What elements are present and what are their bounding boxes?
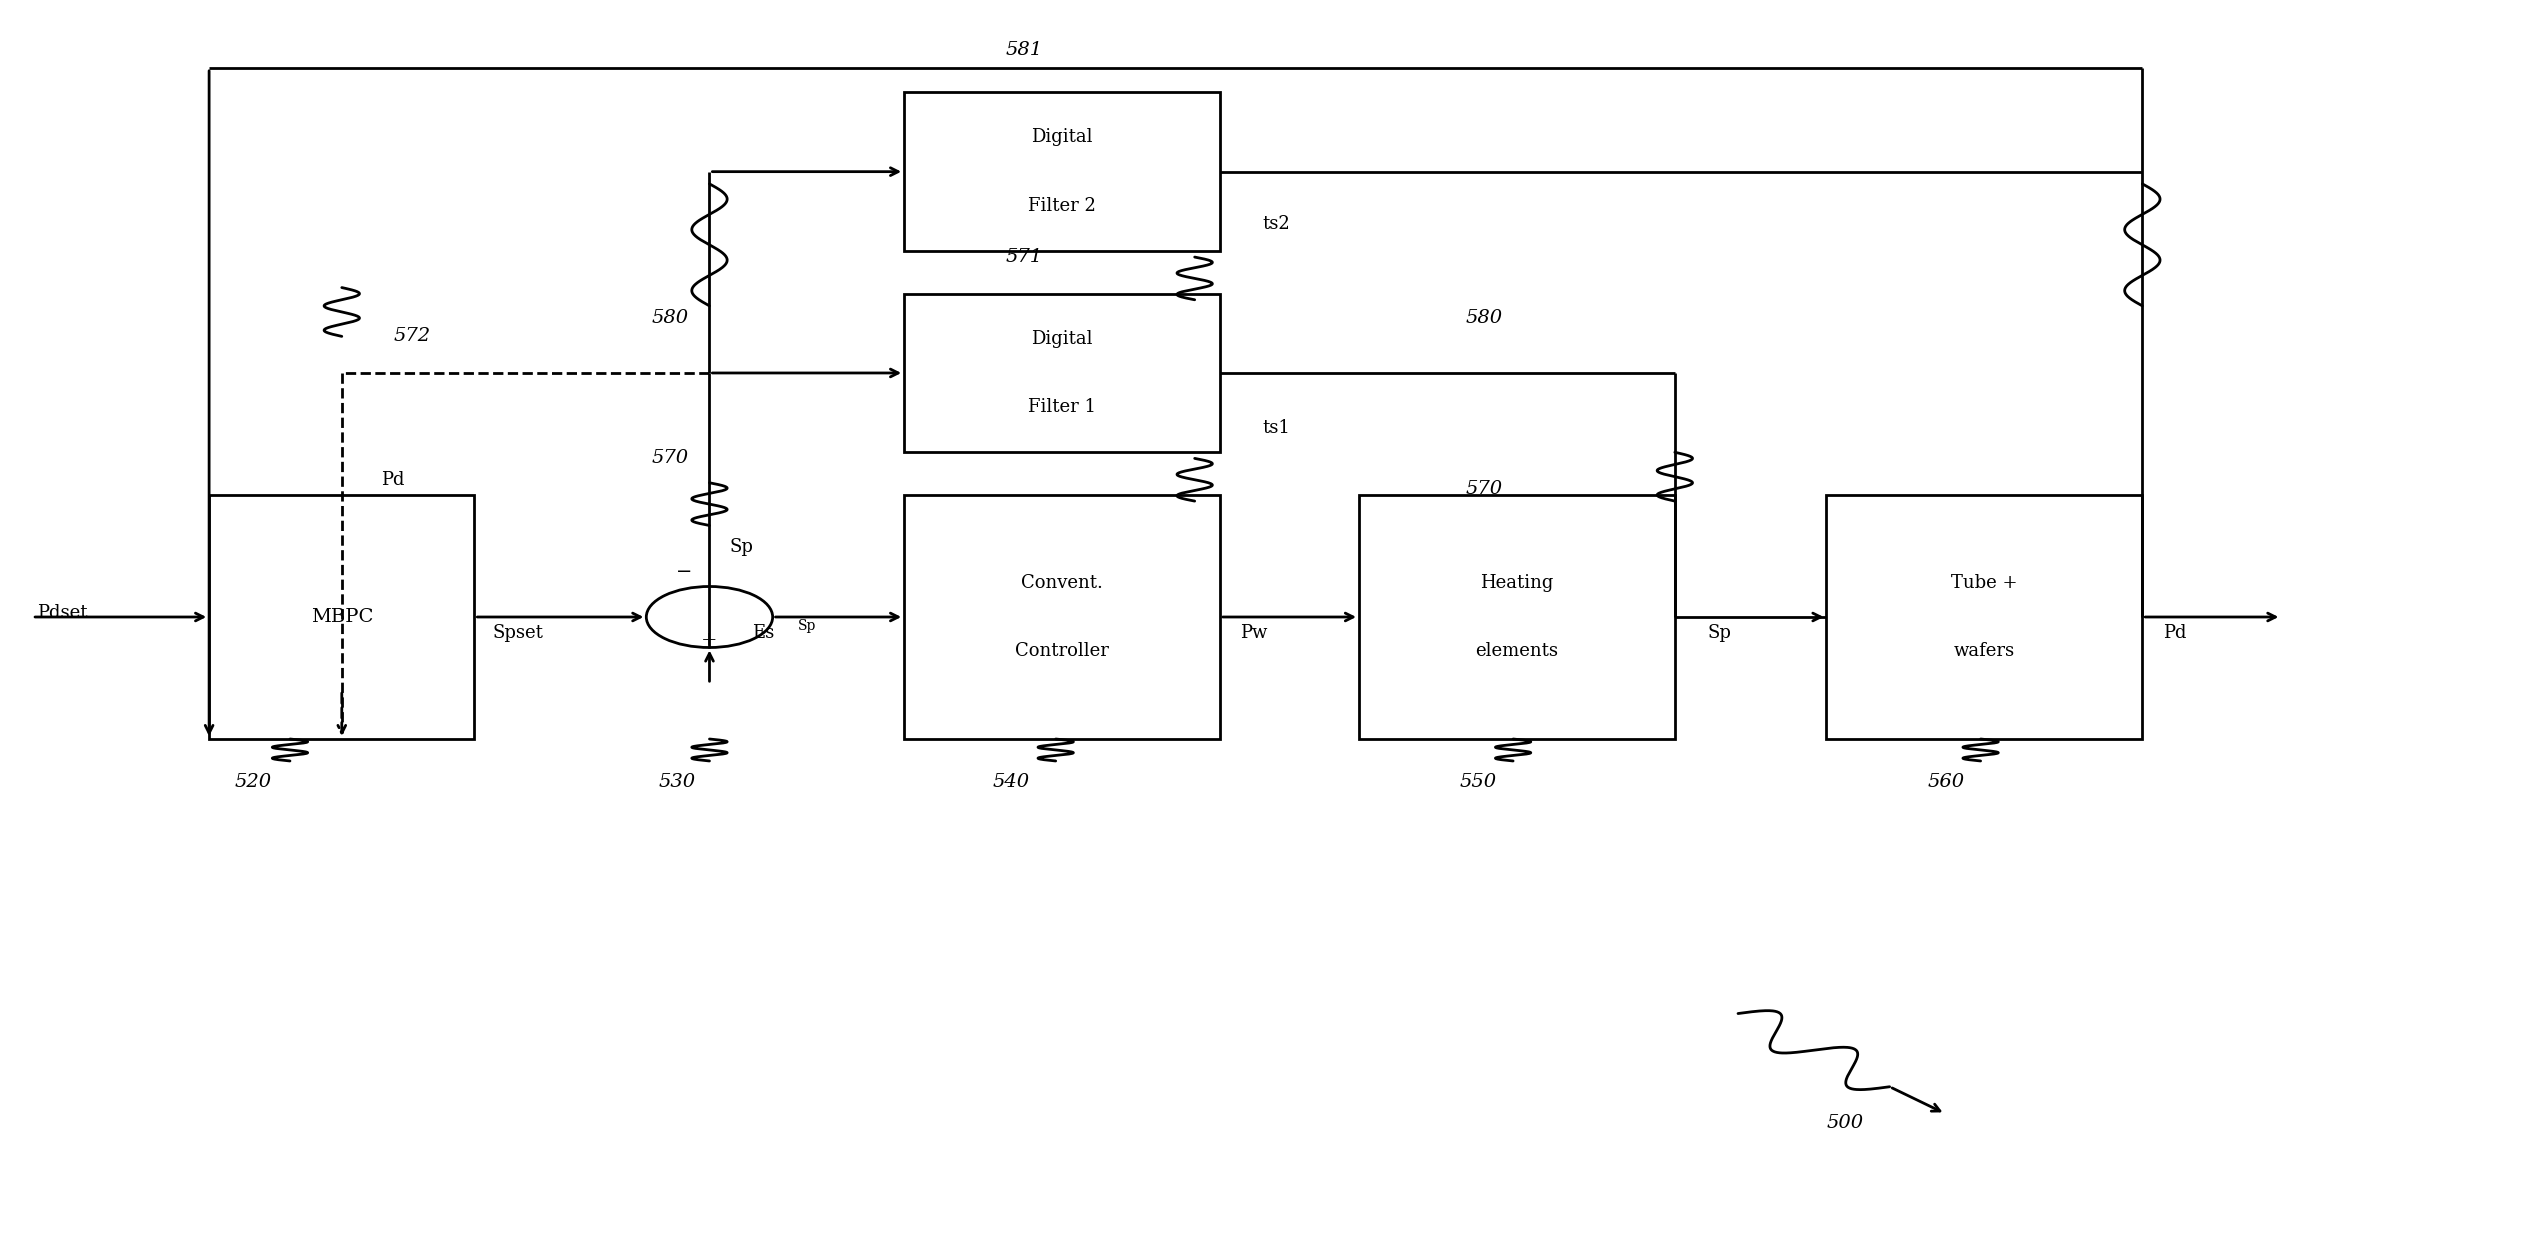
Text: Sp: Sp <box>798 618 816 633</box>
Text: Digital: Digital <box>1032 329 1093 348</box>
Text: 570: 570 <box>1466 480 1502 497</box>
Text: 580: 580 <box>650 308 689 327</box>
Text: 550: 550 <box>1461 772 1497 791</box>
Text: Es: Es <box>752 624 775 642</box>
Text: wafers: wafers <box>1954 642 2015 660</box>
Text: ts1: ts1 <box>1263 418 1291 437</box>
Bar <box>905 93 1220 251</box>
Text: 571: 571 <box>1006 248 1042 267</box>
Text: Pd: Pd <box>2162 624 2185 642</box>
Bar <box>1359 495 1675 739</box>
Text: Convent.: Convent. <box>1021 574 1103 592</box>
Text: Pw: Pw <box>1240 624 1268 642</box>
Text: Digital: Digital <box>1032 128 1093 147</box>
Text: Spset: Spset <box>493 624 544 642</box>
Text: 500: 500 <box>1827 1114 1863 1133</box>
Text: 530: 530 <box>658 772 696 791</box>
Bar <box>905 294 1220 453</box>
Text: 572: 572 <box>394 327 432 346</box>
Text: 570: 570 <box>650 449 689 468</box>
Text: −: − <box>676 563 691 581</box>
Text: 580: 580 <box>1466 308 1502 327</box>
Text: 540: 540 <box>994 772 1029 791</box>
Text: MBPC: MBPC <box>310 608 374 626</box>
Text: Sp: Sp <box>729 538 755 557</box>
Text: Heating: Heating <box>1481 574 1553 592</box>
Text: 581: 581 <box>1006 41 1042 59</box>
Text: 520: 520 <box>234 772 272 791</box>
Bar <box>1827 495 2142 739</box>
Text: Filter 2: Filter 2 <box>1029 196 1095 215</box>
Bar <box>905 495 1220 739</box>
Text: elements: elements <box>1476 642 1558 660</box>
Text: Filter 1: Filter 1 <box>1029 399 1095 416</box>
Text: +: + <box>701 631 717 649</box>
Text: Pdset: Pdset <box>38 605 89 622</box>
Text: Tube +: Tube + <box>1951 574 2018 592</box>
Text: Pd: Pd <box>381 471 404 490</box>
Bar <box>208 495 475 739</box>
Text: 560: 560 <box>1929 772 1964 791</box>
Text: ts2: ts2 <box>1263 215 1291 233</box>
Text: Controller: Controller <box>1014 642 1108 660</box>
Text: Sp: Sp <box>1708 624 1730 642</box>
